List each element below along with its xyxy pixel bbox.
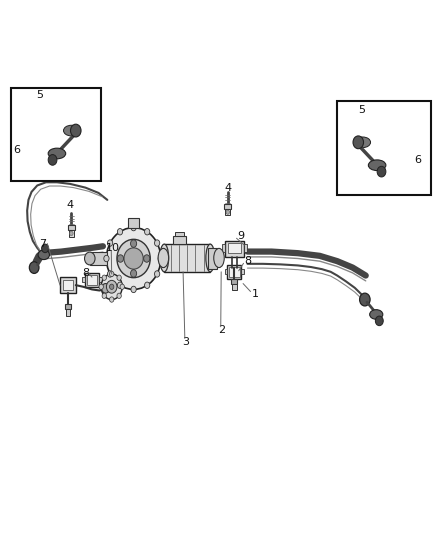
Text: 6: 6 xyxy=(414,155,421,165)
Circle shape xyxy=(102,284,110,293)
Ellipse shape xyxy=(368,160,386,171)
Circle shape xyxy=(42,244,49,253)
Ellipse shape xyxy=(64,125,79,136)
Circle shape xyxy=(101,274,122,300)
Circle shape xyxy=(117,293,121,298)
Circle shape xyxy=(110,271,114,277)
Text: 8: 8 xyxy=(82,269,89,278)
Circle shape xyxy=(353,136,364,149)
Circle shape xyxy=(110,284,114,289)
Text: 10: 10 xyxy=(106,243,120,253)
Circle shape xyxy=(48,155,57,165)
Text: 6: 6 xyxy=(13,146,20,155)
Bar xyxy=(90,252,107,265)
Bar xyxy=(228,243,241,253)
Bar xyxy=(244,244,247,252)
Ellipse shape xyxy=(117,239,150,278)
Bar xyxy=(85,273,99,287)
Bar xyxy=(222,244,225,252)
Text: 4: 4 xyxy=(67,200,74,210)
Text: 5: 5 xyxy=(36,90,43,100)
Ellipse shape xyxy=(355,137,371,148)
Circle shape xyxy=(102,275,106,280)
Circle shape xyxy=(117,255,124,262)
Circle shape xyxy=(155,271,160,277)
Bar xyxy=(87,275,97,285)
Text: 7: 7 xyxy=(39,239,46,248)
Bar xyxy=(65,304,71,309)
Text: 1: 1 xyxy=(252,289,259,299)
Bar xyxy=(224,204,231,209)
Ellipse shape xyxy=(38,250,49,260)
Circle shape xyxy=(145,229,150,235)
Circle shape xyxy=(29,262,39,273)
Bar xyxy=(175,232,184,236)
Bar xyxy=(173,236,186,244)
Bar xyxy=(82,277,85,282)
Circle shape xyxy=(226,210,230,214)
Bar xyxy=(232,284,237,290)
Circle shape xyxy=(99,284,103,289)
Bar xyxy=(225,209,230,215)
Bar xyxy=(60,277,76,293)
Circle shape xyxy=(375,316,383,326)
Circle shape xyxy=(131,224,136,231)
Bar xyxy=(11,88,101,181)
Bar xyxy=(69,230,74,237)
Bar xyxy=(241,269,244,274)
Ellipse shape xyxy=(158,248,169,268)
Ellipse shape xyxy=(206,244,215,272)
Text: 5: 5 xyxy=(358,106,365,115)
Circle shape xyxy=(102,293,106,298)
Circle shape xyxy=(110,297,114,302)
Circle shape xyxy=(145,282,150,288)
Ellipse shape xyxy=(124,248,143,269)
Ellipse shape xyxy=(106,228,161,289)
Bar xyxy=(66,309,70,316)
Circle shape xyxy=(155,240,160,246)
Bar xyxy=(128,218,139,228)
Circle shape xyxy=(377,166,386,177)
Text: 9: 9 xyxy=(237,231,244,240)
Circle shape xyxy=(107,271,113,277)
Bar xyxy=(208,248,217,269)
Ellipse shape xyxy=(370,310,383,319)
Circle shape xyxy=(131,286,136,293)
Circle shape xyxy=(360,293,370,306)
Circle shape xyxy=(117,275,121,280)
Ellipse shape xyxy=(160,244,169,272)
Circle shape xyxy=(71,124,81,137)
Bar xyxy=(227,265,241,279)
Circle shape xyxy=(131,270,137,277)
Circle shape xyxy=(120,284,124,289)
Bar xyxy=(68,225,75,230)
Text: 4: 4 xyxy=(224,183,231,192)
Bar xyxy=(164,244,210,272)
Bar xyxy=(231,279,237,284)
Bar xyxy=(337,101,431,195)
Circle shape xyxy=(104,255,109,262)
Circle shape xyxy=(106,280,117,293)
Text: 2: 2 xyxy=(218,326,225,335)
Circle shape xyxy=(131,240,137,247)
Ellipse shape xyxy=(48,148,66,159)
Circle shape xyxy=(107,240,113,246)
Bar xyxy=(229,267,240,277)
Text: 3: 3 xyxy=(182,337,189,347)
Circle shape xyxy=(144,255,150,262)
Circle shape xyxy=(117,229,123,235)
Ellipse shape xyxy=(214,248,224,268)
Bar xyxy=(63,280,73,290)
Text: 8: 8 xyxy=(244,256,251,266)
Bar xyxy=(225,269,227,274)
Circle shape xyxy=(158,255,163,262)
Ellipse shape xyxy=(85,252,95,265)
Bar xyxy=(225,241,244,257)
Circle shape xyxy=(117,282,123,288)
Circle shape xyxy=(70,231,73,236)
Bar xyxy=(99,277,102,282)
